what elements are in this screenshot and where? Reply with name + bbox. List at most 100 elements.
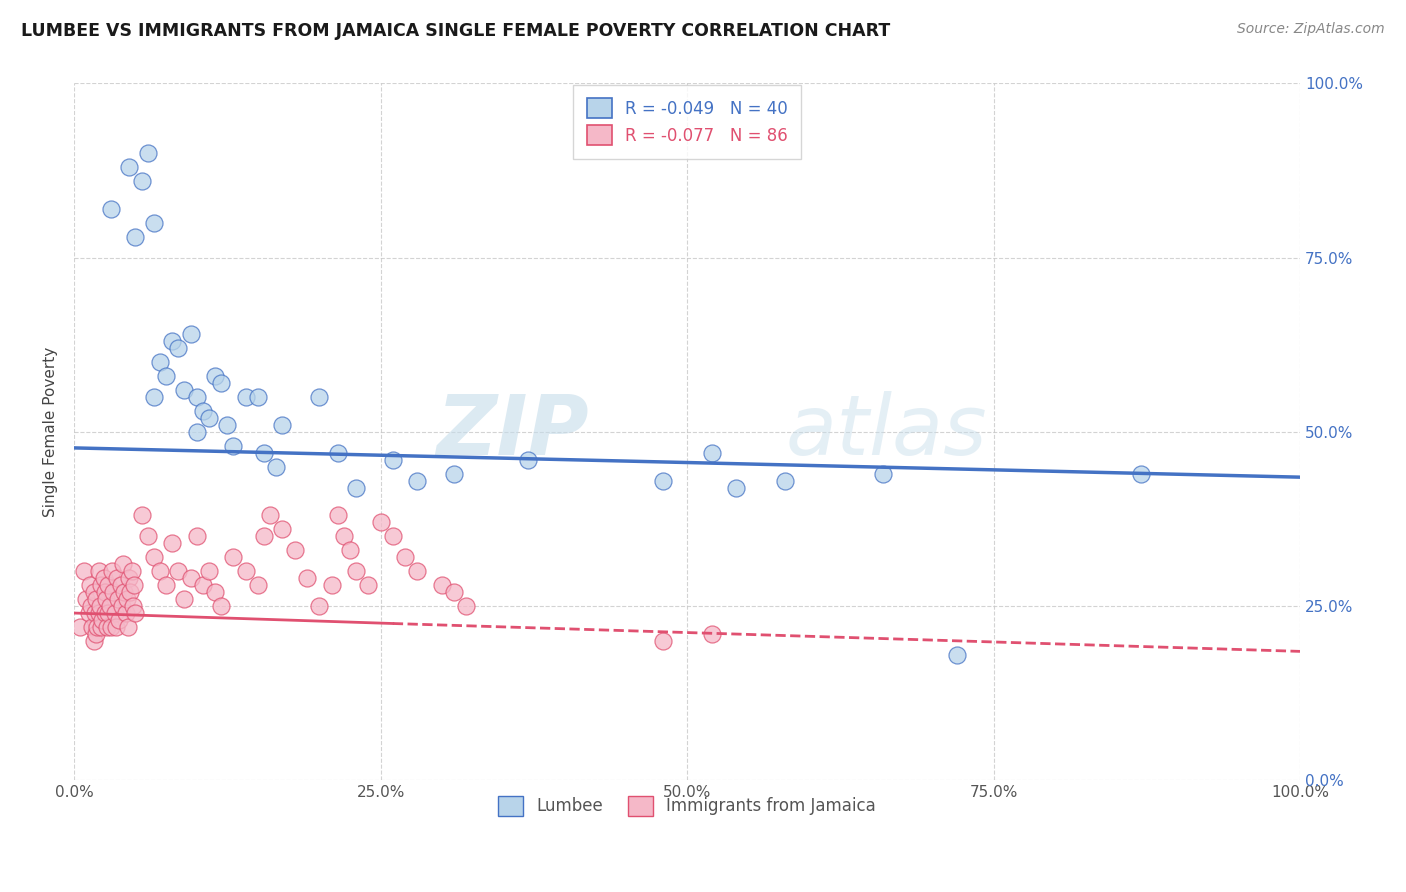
Point bbox=[173, 592, 195, 607]
Point bbox=[84, 606, 107, 620]
Point bbox=[295, 571, 318, 585]
Point bbox=[321, 578, 343, 592]
Point bbox=[191, 404, 214, 418]
Point bbox=[406, 474, 429, 488]
Point bbox=[115, 592, 138, 607]
Point bbox=[308, 599, 330, 613]
Point bbox=[111, 599, 134, 613]
Point bbox=[253, 529, 276, 543]
Point bbox=[94, 592, 117, 607]
Point bbox=[253, 446, 276, 460]
Point bbox=[86, 620, 108, 634]
Point bbox=[136, 529, 159, 543]
Point bbox=[180, 327, 202, 342]
Point bbox=[700, 446, 723, 460]
Point bbox=[93, 585, 115, 599]
Point bbox=[142, 550, 165, 565]
Point bbox=[79, 578, 101, 592]
Legend: Lumbee, Immigrants from Jamaica: Lumbee, Immigrants from Jamaica bbox=[489, 788, 884, 824]
Point bbox=[394, 550, 416, 565]
Point bbox=[83, 634, 105, 648]
Point bbox=[167, 341, 190, 355]
Point bbox=[259, 508, 281, 523]
Point bbox=[186, 529, 208, 543]
Point bbox=[100, 620, 122, 634]
Point bbox=[105, 571, 128, 585]
Point bbox=[235, 564, 257, 578]
Point bbox=[124, 606, 146, 620]
Point bbox=[344, 564, 367, 578]
Point bbox=[122, 578, 145, 592]
Point bbox=[108, 613, 131, 627]
Point bbox=[100, 202, 122, 216]
Point bbox=[326, 446, 349, 460]
Point bbox=[284, 543, 307, 558]
Point bbox=[209, 599, 232, 613]
Point bbox=[725, 481, 748, 495]
Y-axis label: Single Female Poverty: Single Female Poverty bbox=[44, 347, 58, 517]
Point bbox=[217, 417, 239, 432]
Point bbox=[443, 467, 465, 481]
Point bbox=[104, 620, 127, 634]
Point bbox=[246, 578, 269, 592]
Point bbox=[266, 459, 288, 474]
Point bbox=[430, 578, 453, 592]
Point bbox=[191, 578, 214, 592]
Point bbox=[173, 383, 195, 397]
Point bbox=[112, 585, 135, 599]
Point bbox=[235, 390, 257, 404]
Point bbox=[114, 606, 136, 620]
Point bbox=[110, 578, 132, 592]
Point bbox=[131, 508, 153, 523]
Point bbox=[773, 474, 796, 488]
Point bbox=[222, 439, 245, 453]
Point bbox=[516, 452, 538, 467]
Point bbox=[271, 523, 294, 537]
Point bbox=[112, 558, 135, 572]
Point bbox=[651, 634, 673, 648]
Point bbox=[98, 599, 121, 613]
Point bbox=[117, 620, 139, 634]
Point bbox=[80, 599, 103, 613]
Point bbox=[456, 599, 478, 613]
Point bbox=[186, 425, 208, 439]
Point bbox=[872, 467, 894, 481]
Point bbox=[118, 571, 141, 585]
Point bbox=[142, 216, 165, 230]
Point bbox=[122, 599, 145, 613]
Point bbox=[136, 146, 159, 161]
Point bbox=[381, 452, 404, 467]
Point bbox=[90, 620, 112, 634]
Point bbox=[97, 578, 120, 592]
Point bbox=[1129, 467, 1152, 481]
Point bbox=[82, 620, 104, 634]
Point bbox=[97, 606, 120, 620]
Point bbox=[84, 592, 107, 607]
Text: LUMBEE VS IMMIGRANTS FROM JAMAICA SINGLE FEMALE POVERTY CORRELATION CHART: LUMBEE VS IMMIGRANTS FROM JAMAICA SINGLE… bbox=[21, 22, 890, 40]
Point bbox=[271, 417, 294, 432]
Point bbox=[406, 564, 429, 578]
Point bbox=[198, 411, 221, 425]
Point bbox=[209, 376, 232, 390]
Point bbox=[246, 390, 269, 404]
Point bbox=[103, 585, 125, 599]
Point bbox=[120, 585, 142, 599]
Point bbox=[326, 508, 349, 523]
Point bbox=[339, 543, 361, 558]
Point bbox=[87, 564, 110, 578]
Point bbox=[103, 606, 125, 620]
Point bbox=[160, 334, 183, 349]
Point bbox=[69, 620, 91, 634]
Point bbox=[96, 620, 118, 634]
Point bbox=[370, 516, 392, 530]
Point bbox=[149, 355, 172, 369]
Point bbox=[155, 578, 177, 592]
Point bbox=[118, 160, 141, 174]
Point bbox=[75, 592, 97, 607]
Point bbox=[90, 578, 112, 592]
Point bbox=[149, 564, 172, 578]
Point bbox=[101, 564, 124, 578]
Point bbox=[443, 585, 465, 599]
Point bbox=[84, 627, 107, 641]
Text: Source: ZipAtlas.com: Source: ZipAtlas.com bbox=[1237, 22, 1385, 37]
